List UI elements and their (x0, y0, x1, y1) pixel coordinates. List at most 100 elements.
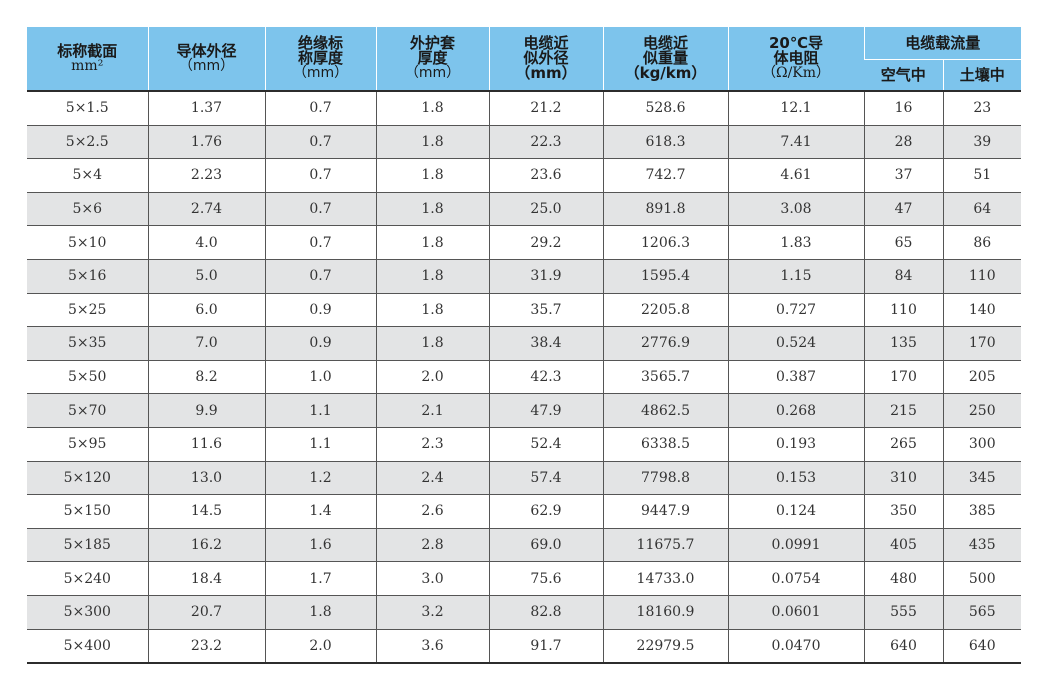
cell-insulation-thickness: 0.7 (264, 225, 376, 260)
cell-cable-weight: 3565.7 (602, 360, 728, 395)
cell-nominal-section: 5×10 (27, 225, 148, 260)
cell-cable-weight: 1206.3 (602, 225, 728, 260)
cell-current-soil: 51 (942, 158, 1022, 193)
cell-insulation-thickness: 1.1 (264, 393, 376, 428)
cell-conductor-resistance: 0.524 (727, 326, 864, 361)
cell-cable-diameter: 91.7 (488, 629, 603, 665)
table-row: 5×95 11.6 1.1 2.3 52.4 6338.5 0.193 265 300 (27, 427, 1022, 462)
cell-conductor-diameter: 4.0 (147, 225, 265, 260)
cell-current-soil: 250 (942, 393, 1022, 428)
cell-nominal-section: 5×120 (27, 461, 148, 496)
cell-conductor-diameter: 5.0 (147, 259, 265, 294)
cell-cable-weight: 742.7 (602, 158, 728, 193)
header-cable-weight: 电缆近 似重量 （kg/km） (602, 27, 728, 92)
cell-cable-diameter: 57.4 (488, 461, 603, 496)
header-insulation-thickness-line2: 称厚度 (297, 49, 343, 67)
table-row: 5×2.5 1.76 0.7 1.8 22.3 618.3 7.41 28 39 (27, 125, 1022, 160)
table-row: 5×35 7.0 0.9 1.8 38.4 2776.9 0.524 135 170 (27, 326, 1022, 361)
cell-current-air: 110 (863, 293, 943, 328)
cell-insulation-thickness: 0.9 (264, 293, 376, 328)
header-conductor-resistance-unit: （Ω/Km） (761, 65, 831, 81)
cell-cable-weight: 11675.7 (602, 528, 728, 563)
cell-conductor-resistance: 0.0601 (727, 595, 864, 630)
header-cable-diameter-unit: （mm） (515, 64, 577, 82)
cell-cable-weight: 891.8 (602, 192, 728, 227)
cell-current-air: 215 (863, 393, 943, 428)
cell-conductor-resistance: 0.268 (727, 393, 864, 428)
header-cable-weight-line1: 电缆近 (642, 34, 688, 52)
header-current-capacity: 电缆载流量 (863, 27, 1022, 60)
cell-conductor-diameter: 6.0 (147, 293, 265, 328)
cell-insulation-thickness: 1.8 (264, 595, 376, 630)
table-row: 5×6 2.74 0.7 1.8 25.0 891.8 3.08 47 64 (27, 192, 1022, 227)
table-row: 5×16 5.0 0.7 1.8 31.9 1595.4 1.15 84 110 (27, 259, 1022, 294)
cell-cable-weight: 18160.9 (602, 595, 728, 630)
cell-sheath-thickness: 1.8 (375, 125, 489, 160)
table-row: 5×50 8.2 1.0 2.0 42.3 3565.7 0.387 170 205 (27, 360, 1022, 395)
cell-cable-diameter: 42.3 (488, 360, 603, 395)
cell-current-soil: 435 (942, 528, 1022, 563)
cell-insulation-thickness: 0.7 (264, 192, 376, 227)
cell-current-air: 405 (863, 528, 943, 563)
table-row: 5×1.5 1.37 0.7 1.8 21.2 528.6 12.1 16 23 (27, 91, 1022, 126)
table-row: 5×185 16.2 1.6 2.8 69.0 11675.7 0.0991 405 435 (27, 528, 1022, 563)
cell-current-soil: 39 (942, 125, 1022, 160)
cell-insulation-thickness: 1.1 (264, 427, 376, 462)
header-cable-diameter-line2: 似外径 (523, 49, 569, 67)
table-row: 5×70 9.9 1.1 2.1 47.9 4862.5 0.268 215 250 (27, 393, 1022, 428)
cell-current-soil: 23 (942, 91, 1022, 126)
cell-current-air: 135 (863, 326, 943, 361)
cell-current-air: 350 (863, 494, 943, 529)
cell-conductor-diameter: 14.5 (147, 494, 265, 529)
cell-cable-diameter: 52.4 (488, 427, 603, 462)
cell-current-air: 65 (863, 225, 943, 260)
cell-sheath-thickness: 1.8 (375, 326, 489, 361)
cell-conductor-resistance: 0.387 (727, 360, 864, 395)
cell-cable-weight: 2205.8 (602, 293, 728, 328)
header-insulation-thickness-line1: 绝缘标 (297, 34, 343, 52)
cell-cable-diameter: 25.0 (488, 192, 603, 227)
cell-current-air: 480 (863, 561, 943, 596)
header-insulation-thickness: 绝缘标 称厚度 （mm） (264, 27, 376, 92)
cell-nominal-section: 5×150 (27, 494, 148, 529)
cell-current-soil: 64 (942, 192, 1022, 227)
cell-current-soil: 300 (942, 427, 1022, 462)
cell-nominal-section: 5×95 (27, 427, 148, 462)
header-in-air: 空气中 (864, 59, 943, 92)
header-conductor-diameter-label: 导体外径 (176, 41, 237, 60)
cell-cable-weight: 14733.0 (602, 561, 728, 596)
cell-conductor-resistance: 0.727 (727, 293, 864, 328)
cell-cable-diameter: 47.9 (488, 393, 603, 428)
header-cable-diameter-line1: 电缆近 (523, 34, 569, 52)
cell-cable-weight: 528.6 (602, 91, 728, 126)
cell-nominal-section: 5×6 (27, 192, 148, 227)
cell-insulation-thickness: 0.7 (264, 91, 376, 126)
cell-conductor-diameter: 9.9 (147, 393, 265, 428)
cell-sheath-thickness: 1.8 (375, 259, 489, 294)
header-sheath-thickness-line2: 厚度 (417, 49, 448, 67)
cell-nominal-section: 5×1.5 (27, 91, 148, 126)
cell-sheath-thickness: 3.2 (375, 595, 489, 630)
cell-current-soil: 640 (942, 629, 1022, 665)
cell-current-soil: 140 (942, 293, 1022, 328)
cell-conductor-resistance: 1.15 (727, 259, 864, 294)
cell-sheath-thickness: 2.1 (375, 393, 489, 428)
cell-conductor-diameter: 8.2 (147, 360, 265, 395)
cell-conductor-diameter: 18.4 (147, 561, 265, 596)
cell-current-air: 640 (863, 629, 943, 665)
table-row: 5×400 23.2 2.0 3.6 91.7 22979.5 0.0470 640 640 (27, 629, 1022, 665)
cell-current-soil: 500 (942, 561, 1022, 596)
cell-conductor-resistance: 7.41 (727, 125, 864, 160)
cell-sheath-thickness: 1.8 (375, 293, 489, 328)
cell-nominal-section: 5×300 (27, 595, 148, 630)
cell-conductor-resistance: 0.153 (727, 461, 864, 496)
cell-current-soil: 385 (942, 494, 1022, 529)
cell-cable-diameter: 75.6 (488, 561, 603, 596)
header-nominal-section-label: 标称截面 (57, 41, 118, 60)
cell-insulation-thickness: 0.9 (264, 326, 376, 361)
header-conductor-diameter-unit: （mm） (178, 57, 235, 74)
cell-insulation-thickness: 1.4 (264, 494, 376, 529)
cell-conductor-resistance: 0.193 (727, 427, 864, 462)
cell-cable-weight: 4862.5 (602, 393, 728, 428)
cell-conductor-diameter: 16.2 (147, 528, 265, 563)
